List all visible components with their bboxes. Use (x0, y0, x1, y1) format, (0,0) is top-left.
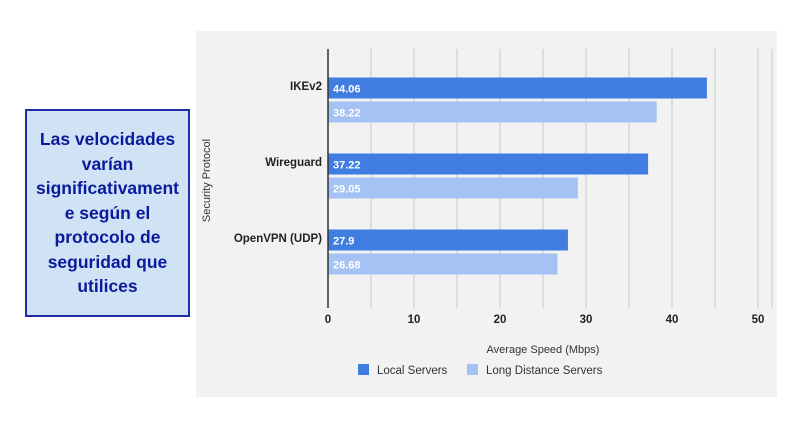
callout-line: Las velocidades (39, 128, 176, 149)
x-axis-title: Average Speed (Mbps) (487, 344, 600, 356)
callout-line: varían (81, 153, 134, 174)
x-tick-label: 20 (494, 314, 507, 326)
callout-line: protocolo de (54, 227, 161, 248)
legend: Local Servers Long Distance Servers (358, 364, 603, 377)
bar (328, 229, 568, 251)
x-tick-label: 0 (325, 314, 331, 326)
data-label: 27.9 (333, 236, 354, 248)
callout-box: Las velocidades varían significativament… (25, 109, 190, 317)
legend-swatch (467, 364, 478, 375)
legend-label: Long Distance Servers (486, 365, 603, 377)
chart-panel: 44.06 38.22 37.22 29.05 27.9 26.68 IKEv2 Wireg… (196, 31, 777, 397)
legend-label: Local Servers (377, 365, 448, 377)
callout-line: utilices (77, 276, 138, 297)
category-label: Wireguard (265, 157, 322, 169)
x-tick-label: 10 (408, 314, 421, 326)
y-axis-title: Security Protocol (201, 139, 213, 222)
axes: IKEv2 Wireguard OpenVPN (UDP) 0 10 20 30 40 50 (234, 49, 765, 326)
data-label: 29.05 (333, 184, 361, 196)
data-label: 44.06 (333, 84, 361, 96)
category-label: IKEv2 (290, 81, 322, 93)
bars: 44.06 38.22 37.22 29.05 27.9 26.68 (328, 77, 707, 275)
data-label: 37.22 (333, 160, 361, 172)
x-tick-label: 30 (580, 314, 593, 326)
category-label: OpenVPN (UDP) (234, 233, 322, 245)
x-tick-label: 50 (752, 314, 765, 326)
legend-swatch (358, 364, 369, 375)
bar (328, 253, 558, 275)
bar (328, 77, 707, 99)
bar-chart: 44.06 38.22 37.22 29.05 27.9 26.68 IKEv2 Wireg… (201, 49, 773, 377)
bar (328, 177, 578, 199)
callout-line: seguridad que (47, 251, 168, 272)
bar (328, 153, 649, 175)
bar (328, 101, 657, 123)
callout-text: Las velocidades varían significativament… (36, 127, 179, 299)
callout-line: e según el (64, 202, 151, 223)
data-label: 26.68 (333, 260, 361, 272)
x-tick-label: 40 (666, 314, 679, 326)
data-label: 38.22 (333, 108, 361, 120)
callout-line: significativament (36, 178, 179, 199)
